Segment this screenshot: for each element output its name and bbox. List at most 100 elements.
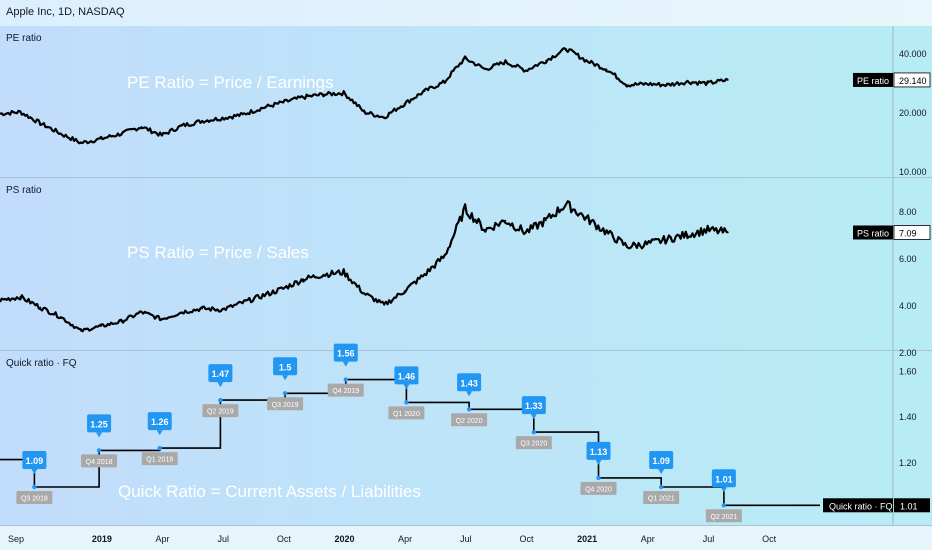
data-point [39,122,42,125]
data-point [302,278,305,281]
value-callout-label: 1.47 [212,369,230,379]
x-tick-label: 2021 [577,534,597,544]
data-point [282,287,284,290]
value-callout-label: 1.01 [715,474,733,484]
data-point [161,134,163,137]
data-point [80,142,82,144]
report-point [721,503,727,508]
data-point [241,113,244,116]
data-point [140,311,143,313]
data-point [120,132,123,135]
y-tick-label: 1.60 [899,366,917,376]
value-callout-pointer [282,375,289,381]
data-point [0,299,1,302]
value-callout-box [521,396,546,415]
data-point [565,48,567,50]
value-callout-label: 1.46 [398,371,416,381]
value-callout-pointer [530,414,537,420]
value-callout-box [208,364,233,383]
quarter-tag-box [81,454,118,468]
data-point [201,120,203,122]
quick-ratio-step-line [0,378,820,507]
x-tick-label: Jul [703,534,715,544]
data-point [423,90,426,93]
series-line [0,47,729,145]
quarter-tag-label: Q4 2018 [86,459,113,466]
value-callout-label: 1.5 [279,362,292,372]
value-callout-box [586,441,611,460]
y-tick-label: 8.00 [899,207,917,217]
value-callout-box [22,451,47,469]
symbol-title: Apple Inc, 1D, NASDAQ [6,6,125,18]
report-point [157,445,162,451]
data-point [302,96,305,98]
report-point [596,475,601,481]
x-tick-label: Jul [460,534,472,544]
data-point [646,243,648,245]
value-callout-pointer [466,391,473,397]
last-series-label: PE ratio [857,76,889,86]
value-callout-box [711,469,736,488]
formula-annotation: Quick Ratio = Current Assets / Liabiliti… [118,482,421,501]
data-point [181,125,183,127]
data-point [444,81,446,83]
data-point [464,57,466,60]
data-point [100,325,102,328]
y-tick-label: 10.000 [899,167,927,177]
data-point [19,296,22,298]
data-point [626,84,628,86]
data-point [322,273,325,276]
y-tick-label: 40.000 [899,49,927,59]
data-point [59,132,62,135]
value-callout-label: 1.09 [26,456,44,466]
data-point [59,316,62,318]
data-point [585,217,588,219]
quarter-tag-label: Q4 2020 [585,486,612,493]
value-callout-label: 1.26 [151,417,169,427]
quarter-tag-label: Q3 2018 [21,496,48,503]
data-point [100,138,102,140]
x-tick-label: Apr [398,534,412,544]
data-point [666,238,669,241]
data-point [565,203,567,205]
quarter-tag-box [388,406,425,420]
x-tick-label: Apr [641,534,655,544]
value-callout-box [333,343,358,362]
quarter-tag-box [451,413,488,427]
pane-background [0,351,893,525]
data-point [262,107,264,109]
data-point [545,60,547,62]
quarter-tag-label: Q1 2021 [648,496,675,503]
report-point [96,448,102,453]
data-point [363,111,365,113]
value-callout-pointer [403,384,410,390]
last-series-label: PS ratio [857,228,889,238]
data-point [504,219,507,222]
data-point [0,112,1,115]
y-tick-label: 20.000 [899,108,927,118]
last-value-box [893,72,931,88]
data-point [120,320,123,323]
value-callout-label: 1.09 [652,456,670,466]
report-point [343,377,348,382]
value-callout-label: 1.25 [90,419,108,429]
value-callout-box [147,412,172,431]
data-point [524,231,527,234]
pane-title: PS ratio [6,185,42,196]
quarter-tag-label: Q4 2019 [332,388,359,395]
last-value-label: 7.09 [899,228,917,238]
last-value-box [894,498,930,513]
quarter-tag-box [643,491,680,504]
data-point [626,245,628,248]
data-point [706,82,709,85]
report-point [218,397,223,403]
pane-title: PE ratio [6,33,42,44]
formula-annotation: PS Ratio = Price / Sales [127,243,309,262]
pane-title: Quick ratio · FQ [6,358,77,369]
data-point [686,81,689,83]
data-point [727,231,729,234]
quarter-tag-box [267,397,304,411]
data-point [666,84,669,86]
symbol-header: Apple Inc, 1D, NASDAQ [0,0,932,26]
